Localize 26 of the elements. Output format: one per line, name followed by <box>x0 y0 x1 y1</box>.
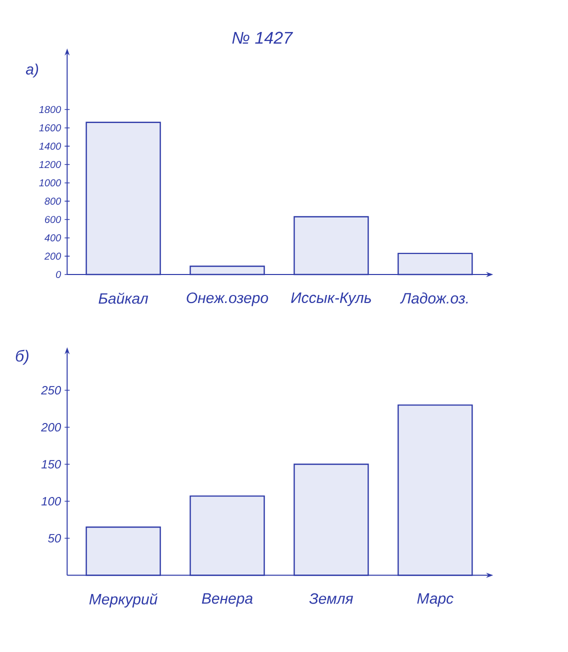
x-tick-label: Венера <box>202 593 253 607</box>
x-tick-label: Ладож.оз. <box>400 292 468 304</box>
y-tick-label: 1800 <box>39 106 62 114</box>
y-tick-label: 800 <box>44 198 62 205</box>
x-tick-label: Земля <box>309 593 353 604</box>
y-tick-label: 1000 <box>39 179 62 186</box>
y-tick-label: 100 <box>41 497 62 506</box>
y-tick-label: 1400 <box>39 142 62 150</box>
chart-title: № 1427 <box>232 32 294 44</box>
y-tick-label: 200 <box>44 252 62 260</box>
y-tick-label: 600 <box>45 216 62 224</box>
y-tick-label: 1200 <box>39 160 62 168</box>
x-tick-label: Онеж.озеро <box>186 292 268 306</box>
text: а) <box>26 64 38 78</box>
y-tick-label: 200 <box>41 423 62 432</box>
y-tick-label: 150 <box>41 460 62 468</box>
y-tick-label: 1600 <box>39 124 62 132</box>
y-tick-label: 400 <box>44 234 62 242</box>
x-tick-label: Байкал <box>98 292 148 304</box>
y-tick-label: 50 <box>48 534 62 542</box>
y-tick-label: 0 <box>56 270 62 278</box>
y-tick-label: 250 <box>41 386 62 394</box>
x-tick-label: Меркурий <box>89 593 158 608</box>
x-tick-label: Иссык-Куль <box>291 292 371 306</box>
x-tick-label: Марс <box>417 593 454 607</box>
chart-title: б) <box>16 350 28 365</box>
